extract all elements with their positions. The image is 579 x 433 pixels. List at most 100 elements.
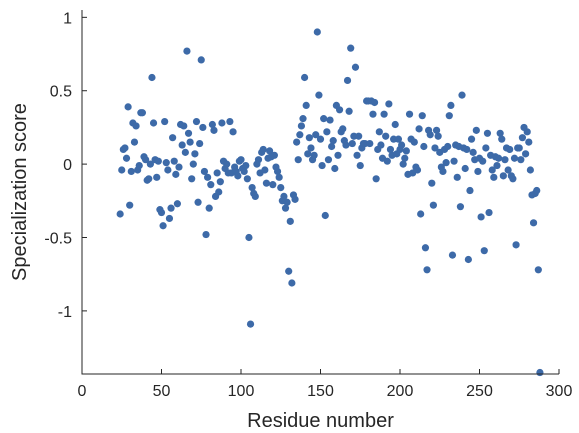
data-point (297, 122, 306, 130)
data-point (121, 144, 129, 152)
data-point (305, 134, 313, 142)
data-point (132, 122, 140, 130)
x-tick-label: 0 (78, 383, 87, 400)
data-point (194, 198, 202, 206)
data-point (170, 157, 178, 165)
data-point (261, 166, 269, 174)
data-point (431, 144, 439, 152)
data-point (506, 145, 514, 154)
data-point (285, 267, 293, 275)
data-point (184, 129, 193, 137)
data-point (510, 154, 519, 162)
data-point (293, 138, 301, 146)
data-point (323, 128, 331, 136)
data-point (523, 128, 531, 136)
data-point (432, 126, 441, 134)
data-point (313, 28, 321, 36)
x-tick-label: 50 (153, 383, 171, 400)
data-point (159, 222, 167, 230)
data-point (518, 134, 527, 142)
data-point (301, 73, 309, 82)
data-point (480, 247, 488, 255)
y-tick-label: 0.5 (50, 84, 72, 101)
data-point (391, 120, 399, 129)
data-point (423, 266, 431, 274)
y-tick-label: -0.5 (44, 231, 72, 248)
data-point (496, 129, 504, 137)
data-point (280, 192, 288, 201)
data-point (321, 211, 329, 220)
data-point (421, 244, 430, 252)
data-point (439, 167, 447, 176)
data-point (173, 200, 181, 208)
data-point (405, 110, 414, 118)
data-point (164, 166, 172, 174)
data-point (269, 181, 277, 189)
data-point (447, 101, 455, 110)
data-point (281, 204, 290, 212)
data-point (517, 156, 525, 164)
axes: 0 50 100 150 200 250 300 -1 -0.5 0 0.5 1 (44, 10, 572, 400)
data-point (329, 137, 337, 145)
y-tick-label: 0 (63, 157, 72, 174)
data-point (370, 98, 379, 107)
data-point (450, 157, 458, 165)
y-tick-label: -1 (58, 304, 72, 321)
data-point (192, 117, 201, 126)
data-point (382, 132, 390, 140)
data-point (307, 144, 315, 152)
data-point (456, 203, 465, 211)
data-point (526, 166, 534, 174)
data-point (448, 251, 457, 259)
data-point (165, 214, 174, 223)
data-point (442, 159, 450, 167)
data-point (429, 201, 437, 209)
data-point (461, 164, 469, 173)
data-point (477, 213, 485, 221)
data-point (420, 142, 428, 151)
data-point (146, 160, 154, 168)
y-axis-ticks: -1 -0.5 0 0.5 1 (44, 10, 87, 321)
data-point (493, 161, 501, 170)
data-point (482, 144, 490, 152)
data-point (205, 204, 213, 212)
x-axis-label: Residue number (247, 410, 394, 432)
data-point (130, 138, 139, 146)
data-point (504, 166, 512, 174)
data-point (142, 156, 150, 164)
data-point (534, 266, 542, 274)
data-point (463, 145, 471, 154)
data-point (208, 120, 216, 129)
data-point (118, 166, 126, 174)
data-point (188, 175, 196, 183)
data-point (277, 183, 285, 192)
data-point (383, 157, 391, 165)
data-point (283, 198, 291, 206)
data-point (291, 195, 299, 203)
x-tick-label: 100 (228, 383, 255, 400)
data-point (275, 173, 283, 181)
data-point (199, 123, 207, 132)
data-point (196, 139, 204, 148)
x-tick-label: 300 (546, 383, 573, 400)
data-point (172, 170, 180, 178)
data-point (335, 106, 344, 114)
data-point (331, 164, 339, 173)
data-point (127, 167, 135, 176)
data-point (197, 56, 205, 64)
data-point (310, 151, 318, 159)
data-point (148, 73, 156, 82)
data-point (315, 91, 323, 99)
data-point (218, 119, 226, 127)
data-point (347, 44, 355, 52)
data-point (345, 107, 353, 115)
data-point (175, 163, 183, 171)
data-point (216, 178, 224, 186)
data-point (135, 161, 143, 170)
data-point (234, 172, 242, 180)
data-point (302, 101, 310, 110)
data-point (413, 166, 422, 174)
data-point (153, 173, 161, 181)
data-point (415, 125, 423, 133)
